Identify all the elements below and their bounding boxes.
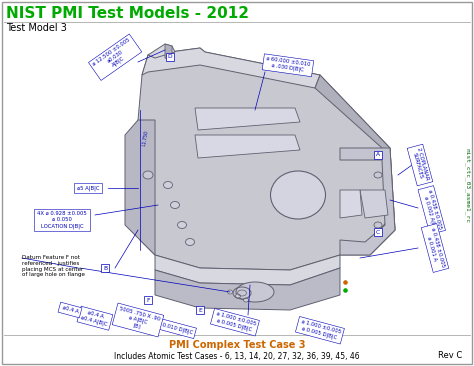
Text: Test Model 3: Test Model 3 [6, 23, 67, 33]
Ellipse shape [236, 282, 274, 302]
Text: B: B [103, 265, 107, 270]
Text: C: C [376, 229, 380, 235]
Ellipse shape [228, 290, 233, 294]
Polygon shape [315, 75, 395, 255]
Polygon shape [142, 48, 320, 88]
Text: A: A [376, 153, 380, 157]
Polygon shape [195, 108, 300, 130]
Ellipse shape [143, 171, 153, 179]
Polygon shape [138, 48, 395, 270]
Polygon shape [148, 44, 175, 58]
Text: ⌀5 A|B|C: ⌀5 A|B|C [77, 185, 99, 191]
Text: 4X ⌀ 0.928 ±0.005
⌀ 0.050
LOCATION D|B|C: 4X ⌀ 0.928 ±0.005 ⌀ 0.050 LOCATION D|B|C [37, 212, 87, 228]
Text: Includes Atomic Test Cases - 6, 13, 14, 20, 27, 32, 36, 39, 45, 46: Includes Atomic Test Cases - 6, 13, 14, … [114, 352, 360, 362]
Polygon shape [360, 190, 388, 218]
Text: ⌀0.4 A: ⌀0.4 A [61, 305, 79, 315]
Polygon shape [165, 44, 172, 60]
Ellipse shape [236, 294, 240, 298]
Text: D: D [168, 55, 173, 60]
Text: NIST PMI Test Models - 2012: NIST PMI Test Models - 2012 [6, 7, 249, 22]
Polygon shape [340, 190, 362, 218]
Ellipse shape [244, 298, 248, 302]
Ellipse shape [374, 172, 382, 178]
Text: ⌀ 0.010 D|B|C: ⌀ 0.010 D|B|C [157, 321, 193, 335]
Ellipse shape [185, 239, 194, 246]
Ellipse shape [164, 182, 173, 188]
Polygon shape [155, 255, 340, 285]
Text: ⌀ 1.000 ±0.005
⌀ 0.005 D|B|C: ⌀ 1.000 ±0.005 ⌀ 0.005 D|B|C [299, 319, 341, 341]
Text: ⌀ 12.500 ±0.005
⌀0.030
A|B|C: ⌀ 12.500 ±0.005 ⌀0.030 A|B|C [92, 37, 138, 77]
Polygon shape [340, 148, 395, 255]
Polygon shape [125, 120, 155, 255]
Text: F: F [146, 298, 150, 303]
Ellipse shape [177, 221, 186, 228]
Text: ⌀ 0.438 ±0.005
⌀ 0.001 A: ⌀ 0.438 ±0.005 ⌀ 0.001 A [425, 227, 446, 269]
Ellipse shape [271, 171, 326, 219]
Text: ⌀0.4 A
⌀0.4 A|B|C: ⌀0.4 A ⌀0.4 A|B|C [80, 309, 110, 327]
Text: Datum Feature F not
referenced - justifies
placing MCS at center
of large hole o: Datum Feature F not referenced - justifi… [22, 255, 85, 277]
Text: ⌀ 1.000 ±0.005
⌀ 0.005 D|B|C: ⌀ 1.000 ±0.005 ⌀ 0.005 D|B|C [214, 311, 256, 333]
Text: ⌀ 0.438 ±0.005
⌀ 0.002 A|B: ⌀ 0.438 ±0.005 ⌀ 0.002 A|B [421, 189, 443, 231]
Text: PMI Complex Test Case 3: PMI Complex Test Case 3 [169, 340, 305, 350]
Text: L1.750: L1.750 [141, 130, 149, 146]
Text: 2 COPLANAR
SURFACES: 2 COPLANAR SURFACES [410, 147, 429, 183]
Polygon shape [195, 135, 300, 158]
Text: Rev C: Rev C [438, 351, 462, 360]
Text: nist_ctc_03_asme1_rc: nist_ctc_03_asme1_rc [464, 147, 470, 223]
Polygon shape [155, 268, 340, 310]
Ellipse shape [374, 222, 382, 228]
Text: E: E [198, 307, 202, 313]
Text: 5005 .750 X .90
⌀ A|B|C
[B]: 5005 .750 X .90 ⌀ A|B|C [B] [116, 306, 161, 334]
Ellipse shape [171, 202, 180, 209]
Text: ⌀ 60.000 ±0.010
⌀ .030 D|B|C: ⌀ 60.000 ±0.010 ⌀ .030 D|B|C [265, 56, 311, 74]
